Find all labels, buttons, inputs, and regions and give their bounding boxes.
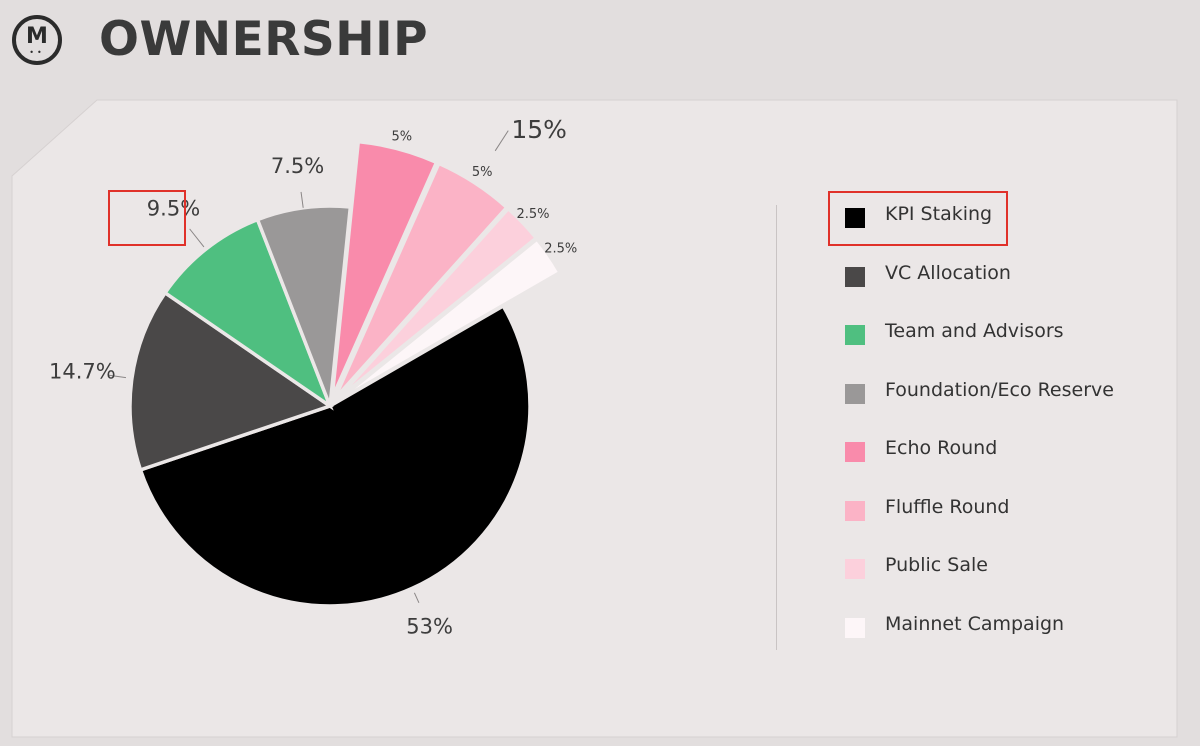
- leader-line-vc-allocation: [108, 374, 127, 379]
- legend-swatch: [845, 442, 865, 462]
- data-label-mainnet-campaign: 2.5%: [544, 241, 577, 256]
- pie-slice-foundation-eco-reserve: [255, 204, 353, 407]
- logo-icon: M ••: [12, 15, 62, 65]
- legend-item-team-and-advisors: Team and Advisors: [845, 319, 1175, 349]
- leader-line-foundation-eco-reserve: [300, 191, 304, 208]
- legend-item-echo-round: Echo Round: [845, 436, 1175, 466]
- logo-letter: M: [26, 24, 48, 49]
- legend-swatch: [845, 559, 865, 579]
- header: M •• OWNERSHIP: [0, 0, 1200, 90]
- legend-item-vc-allocation: VC Allocation: [845, 261, 1175, 291]
- pie-slice-kpi-staking: [138, 303, 532, 608]
- legend-item-public-sale: Public Sale: [845, 553, 1175, 583]
- data-label-vc-allocation: 14.7%: [49, 360, 116, 384]
- legend-label: KPI Staking: [885, 203, 993, 225]
- legend-item-foundation-eco-reserve: Foundation/Eco Reserve: [845, 378, 1175, 408]
- legend-label: Echo Round: [885, 437, 998, 459]
- legend-swatch: [845, 266, 865, 287]
- legend-item-mainnet-campaign: Mainnet Campaign: [845, 612, 1175, 642]
- data-label-public-sale: 2.5%: [516, 207, 549, 222]
- legend-label: Public Sale: [885, 554, 988, 576]
- legend-swatch: [845, 325, 865, 345]
- pie-slice-fluffle-round: [332, 161, 510, 401]
- data-label-foundation-eco-reserve: 7.5%: [271, 154, 324, 178]
- data-label-fluffle-round: 5%: [472, 165, 493, 180]
- legend-swatch: [845, 383, 865, 404]
- data-label-echo-round: 5%: [392, 129, 413, 144]
- data-label-team-and-advisors: 9.5%: [147, 196, 200, 220]
- leader-line-group: [494, 130, 509, 152]
- legend-item-fluffle-round: Fluffle Round: [845, 495, 1175, 525]
- group-total-label: 15%: [511, 115, 567, 144]
- pie-slice-team-and-advisors: [162, 217, 334, 411]
- legend-divider: [776, 205, 777, 650]
- legend-swatch: [845, 500, 865, 521]
- legend-label: Team and Advisors: [885, 320, 1064, 342]
- legend-label: Mainnet Campaign: [885, 612, 1065, 635]
- highlight-box-legend: [828, 191, 1008, 246]
- logo-eyes: ••: [29, 48, 45, 57]
- legend-label: Fluffle Round: [885, 495, 1010, 518]
- legend-swatch: [845, 617, 865, 638]
- data-label-kpi-staking: 53%: [406, 615, 453, 639]
- pie-slice-echo-round: [330, 139, 439, 399]
- legend-label: Foundation/Eco Reserve: [885, 378, 1114, 401]
- leader-line-kpi-staking: [413, 592, 420, 604]
- legend-item-kpi-staking: KPI Staking: [845, 202, 1175, 232]
- leader-line-team-and-advisors: [189, 228, 205, 248]
- pie-slice-mainnet-campaign: [335, 236, 563, 403]
- page-title: OWNERSHIP: [99, 12, 429, 67]
- legend-swatch: [845, 208, 865, 228]
- highlight-box-percent: [108, 190, 186, 246]
- pie-slice-vc-allocation: [128, 290, 334, 473]
- legend-label: VC Allocation: [885, 261, 1011, 284]
